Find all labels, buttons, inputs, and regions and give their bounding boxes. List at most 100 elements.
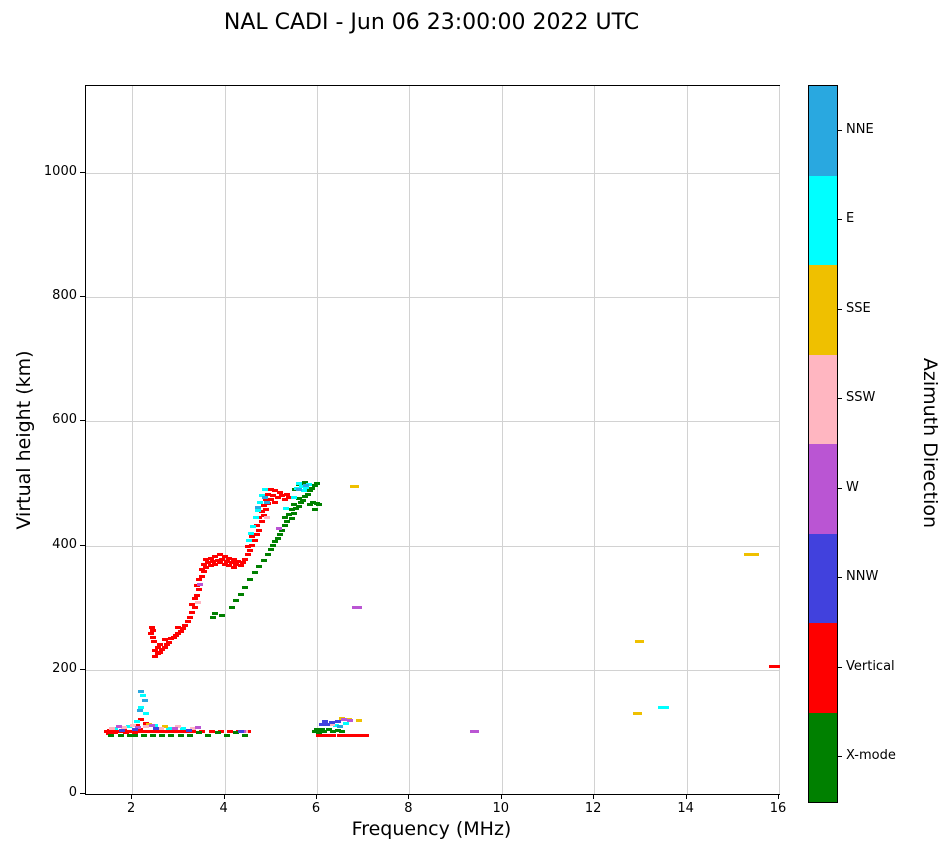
data-point-vertical <box>346 733 353 737</box>
data-point-x-mode <box>140 733 147 737</box>
data-point-vertical <box>240 561 247 565</box>
data-point-nne <box>337 724 344 728</box>
legend-swatch-w <box>809 444 837 534</box>
data-point-vertical <box>149 629 156 633</box>
data-point-ssw <box>194 601 201 605</box>
legend-swatch-e <box>809 175 837 265</box>
data-point-w <box>470 730 477 734</box>
data-point-x-mode <box>228 606 235 610</box>
data-point-vertical <box>190 730 197 734</box>
data-point-vertical <box>167 730 174 734</box>
data-point-vertical <box>223 559 230 563</box>
data-point-e <box>342 721 349 725</box>
gridline <box>86 545 779 547</box>
data-point-w <box>194 726 201 730</box>
data-point-vertical <box>196 587 203 591</box>
data-point-x-mode <box>283 520 290 524</box>
gridline <box>686 86 688 794</box>
data-point-x-mode <box>196 731 203 735</box>
data-point-nnw <box>322 719 329 723</box>
x-tick <box>223 794 225 799</box>
data-point-e <box>301 489 308 493</box>
data-point-x-mode <box>260 558 267 562</box>
data-point-ssw <box>120 726 127 730</box>
data-point-e <box>658 705 665 709</box>
data-point-x-mode <box>205 733 212 737</box>
data-point-vertical <box>159 648 166 652</box>
data-point-nne <box>264 500 271 504</box>
y-tick-label: 0 <box>68 785 77 800</box>
data-point-x-mode <box>279 529 286 533</box>
data-point-vertical <box>325 734 332 738</box>
legend-label-nne: NNE <box>846 121 874 137</box>
legend-tick <box>837 129 842 131</box>
data-point-vertical <box>180 730 187 734</box>
data-point-w <box>351 606 358 610</box>
data-point-vertical <box>189 611 196 615</box>
data-point-vertical <box>177 629 184 633</box>
data-point-x-mode <box>334 728 341 732</box>
data-point-e <box>261 488 268 492</box>
data-point-x-mode <box>186 734 193 738</box>
data-point-x-mode <box>295 504 302 508</box>
data-point-vertical <box>228 561 235 565</box>
data-point-vertical <box>152 649 159 653</box>
data-point-vertical <box>272 489 279 493</box>
data-point-e <box>303 486 310 490</box>
data-point-vertical <box>256 516 263 520</box>
data-point-x-mode <box>311 730 318 734</box>
data-point-x-mode <box>293 507 300 511</box>
data-point-nnw <box>132 727 139 731</box>
chart-title: NAL CADI - Jun 06 23:00:00 2022 UTC <box>223 10 640 35</box>
x-tick-label: 10 <box>492 801 510 816</box>
data-point-nne <box>296 488 303 492</box>
data-point-x-mode <box>131 734 138 738</box>
x-tick <box>593 794 595 799</box>
data-point-vertical <box>182 623 189 627</box>
data-point-w <box>171 727 178 731</box>
gridline <box>317 86 318 794</box>
data-point-vertical <box>263 497 270 501</box>
data-point-sse <box>638 640 645 644</box>
data-point-vertical <box>316 733 323 737</box>
y-axis-label: Virtual height (km) <box>13 350 35 530</box>
x-tick-label: 16 <box>769 801 787 816</box>
data-point-x-mode <box>325 727 332 731</box>
data-point-vertical <box>249 534 256 538</box>
data-point-w <box>116 725 123 729</box>
data-point-x-mode <box>318 727 325 731</box>
data-point-x-mode <box>272 540 279 544</box>
data-point-x-mode <box>297 501 304 505</box>
data-point-vertical <box>200 570 207 574</box>
data-point-x-mode <box>270 544 277 548</box>
legend-label-ssw: SSW <box>846 390 876 406</box>
data-point-vertical <box>281 497 288 501</box>
y-tick <box>80 668 85 670</box>
data-point-vertical <box>233 562 240 566</box>
data-point-ssw <box>175 725 182 729</box>
data-point-vertical <box>161 645 168 649</box>
data-point-vertical <box>154 645 161 649</box>
gridline <box>86 421 779 423</box>
data-point-x-mode <box>159 733 166 737</box>
data-point-vertical <box>157 730 164 734</box>
data-point-ssw <box>264 516 271 520</box>
data-point-x-mode <box>309 486 316 490</box>
data-point-vertical <box>147 632 154 636</box>
data-point-vertical <box>226 556 233 560</box>
data-point-e <box>252 516 259 520</box>
data-point-sse <box>752 553 759 557</box>
data-point-x-mode <box>219 613 226 617</box>
data-point-x-mode <box>295 496 302 500</box>
data-point-e <box>140 694 147 698</box>
data-point-x-mode <box>149 734 156 738</box>
legend-label-vertical: Vertical <box>846 658 895 674</box>
data-point-x-mode <box>307 503 314 507</box>
x-tick-label: 14 <box>677 801 694 816</box>
data-point-vertical <box>133 724 140 728</box>
data-point-x-mode <box>212 612 219 616</box>
data-point-vertical <box>138 717 145 721</box>
data-point-nnw <box>324 722 331 726</box>
x-tick <box>685 794 687 799</box>
data-point-nnw <box>334 719 341 723</box>
